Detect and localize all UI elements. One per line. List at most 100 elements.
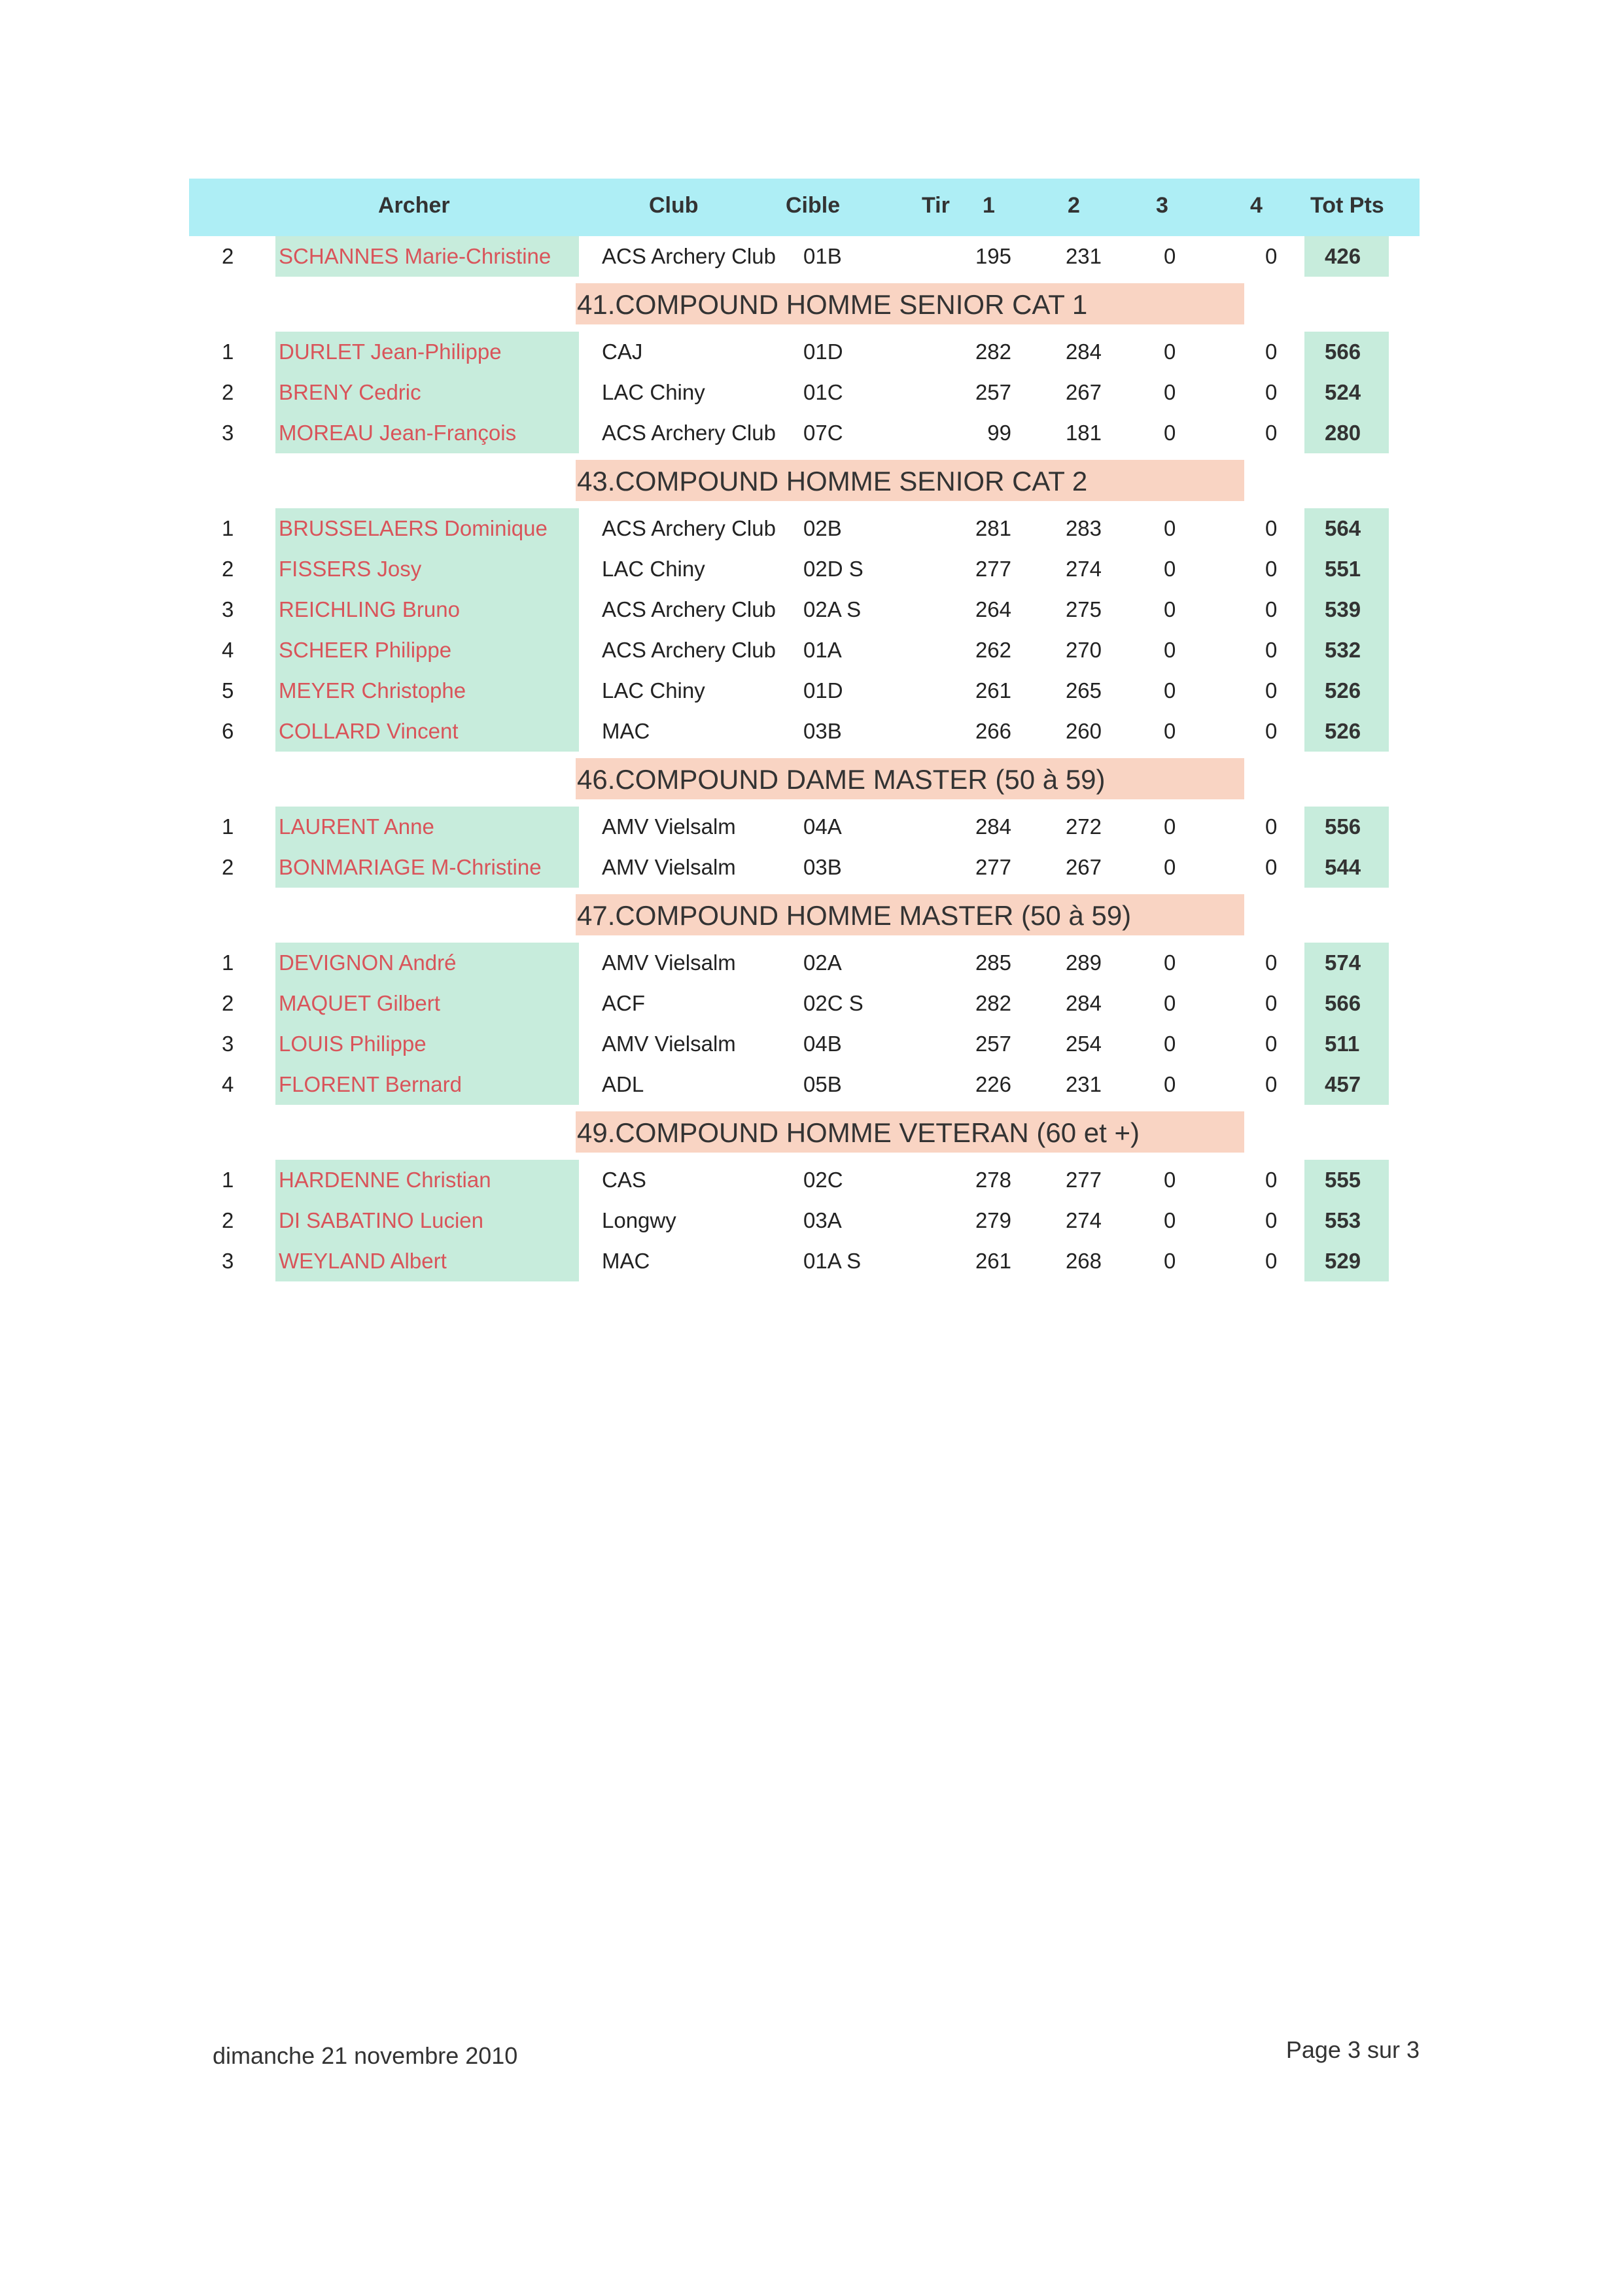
- table-row: 5 MEYER Christophe LAC Chiny 01D 261 265 0 0 526: [189, 670, 1420, 711]
- score-4: 0: [1265, 380, 1278, 404]
- score-3: 0: [1164, 1168, 1176, 1192]
- name-highlight: [275, 630, 579, 670]
- total-points: 526: [1325, 678, 1361, 703]
- score-3: 0: [1164, 1208, 1176, 1232]
- table-row: 1 HARDENNE Christian CAS 02C 278 277 0 0 555: [189, 1160, 1420, 1200]
- name-highlight: [275, 711, 579, 752]
- name-highlight: [275, 508, 579, 549]
- score-3: 0: [1164, 950, 1176, 975]
- total-highlight: [1304, 508, 1389, 549]
- score-3: 0: [1164, 516, 1176, 540]
- score-1: 285: [975, 950, 1011, 975]
- score-2: 268: [1065, 1249, 1102, 1273]
- name-highlight: [275, 983, 579, 1024]
- total-points: 551: [1325, 557, 1361, 581]
- archer-name: COLLARD Vincent: [279, 719, 459, 743]
- category-title: 46.COMPOUND DAME MASTER (50 à 59): [577, 764, 1106, 795]
- archer-name: SCHEER Philippe: [279, 638, 452, 662]
- archer-name: LOUIS Philippe: [279, 1032, 427, 1056]
- score-4: 0: [1265, 244, 1278, 268]
- cible: 04B: [803, 1032, 842, 1056]
- total-points: 539: [1325, 597, 1361, 621]
- category-band: [576, 758, 1244, 799]
- score-2: 275: [1065, 597, 1102, 621]
- total-points: 426: [1325, 244, 1361, 268]
- club: LAC Chiny: [602, 678, 705, 703]
- club: ACS Archery Club: [602, 597, 776, 621]
- archer-name: BONMARIAGE M-Christine: [279, 855, 542, 879]
- score-1: 282: [975, 339, 1011, 364]
- score-2: 284: [1065, 339, 1102, 364]
- total-highlight: [1304, 1160, 1389, 1200]
- archer-name: BRENY Cedric: [279, 380, 421, 404]
- rank: 4: [222, 638, 234, 662]
- score-4: 0: [1265, 950, 1278, 975]
- name-highlight: [275, 1024, 579, 1064]
- score-4: 0: [1265, 719, 1278, 743]
- cible: 04A: [803, 814, 842, 839]
- category-header: 41.COMPOUND HOMME SENIOR CAT 1: [189, 277, 1420, 332]
- total-highlight: [1304, 332, 1389, 372]
- score-1: 99: [987, 421, 1011, 445]
- score-1: 278: [975, 1168, 1011, 1192]
- score-4: 0: [1265, 597, 1278, 621]
- category-band: [576, 894, 1244, 935]
- archer-name: MAQUET Gilbert: [279, 991, 440, 1015]
- score-2: 231: [1065, 1072, 1102, 1096]
- rank: 1: [222, 1168, 234, 1192]
- total-highlight: [1304, 1024, 1389, 1064]
- total-points: 524: [1325, 380, 1361, 404]
- total-highlight: [1304, 549, 1389, 589]
- archer-name: BRUSSELAERS Dominique: [279, 516, 548, 540]
- header-tir: Tir: [922, 193, 950, 218]
- header-tot-pts: Tot Pts: [1310, 193, 1384, 218]
- score-1: 266: [975, 719, 1011, 743]
- cible: 01A S: [803, 1249, 862, 1273]
- total-points: 544: [1325, 855, 1361, 879]
- category-header: 46.COMPOUND DAME MASTER (50 à 59): [189, 752, 1420, 807]
- club: AMV Vielsalm: [602, 1032, 736, 1056]
- club: ACS Archery Club: [602, 244, 776, 268]
- cible: 07C: [803, 421, 843, 445]
- table-row: 3 REICHLING Bruno ACS Archery Club 02A S 264…: [189, 589, 1420, 630]
- name-highlight: [275, 413, 579, 453]
- score-3: 0: [1164, 678, 1176, 703]
- archer-name: DEVIGNON André: [279, 950, 457, 975]
- score-3: 0: [1164, 244, 1176, 268]
- cible: 02C S: [803, 991, 864, 1015]
- header-cible: Cible: [786, 193, 841, 218]
- score-3: 0: [1164, 855, 1176, 879]
- category-header: 43.COMPOUND HOMME SENIOR CAT 2: [189, 453, 1420, 508]
- table-header: Archer Club Cible Tir 1 2 3 4 Tot Pts: [189, 179, 1420, 236]
- cible: 03A: [803, 1208, 842, 1232]
- archer-name: FLORENT Bernard: [279, 1072, 462, 1096]
- rank: 2: [222, 855, 234, 879]
- name-highlight: [275, 549, 579, 589]
- total-highlight: [1304, 1241, 1389, 1281]
- score-2: 289: [1065, 950, 1102, 975]
- results-table: Archer Club Cible Tir 1 2 3 4 Tot Pts 2 S…: [189, 179, 1420, 1281]
- score-2: 267: [1065, 380, 1102, 404]
- total-points: 556: [1325, 814, 1361, 839]
- header-1: 1: [983, 193, 995, 218]
- score-1: 261: [975, 678, 1011, 703]
- score-1: 261: [975, 1249, 1011, 1273]
- score-4: 0: [1265, 1072, 1278, 1096]
- total-points: 280: [1325, 421, 1361, 445]
- score-4: 0: [1265, 1249, 1278, 1273]
- archer-name: LAURENT Anne: [279, 814, 434, 839]
- total-points: 566: [1325, 339, 1361, 364]
- name-highlight: [275, 670, 579, 711]
- score-1: 264: [975, 597, 1011, 621]
- archer-name: HARDENNE Christian: [279, 1168, 491, 1192]
- score-1: 284: [975, 814, 1011, 839]
- score-4: 0: [1265, 339, 1278, 364]
- name-highlight: [275, 1160, 579, 1200]
- rank: 2: [222, 557, 234, 581]
- header-2: 2: [1068, 193, 1080, 218]
- total-points: 457: [1325, 1072, 1361, 1096]
- score-4: 0: [1265, 678, 1278, 703]
- score-4: 0: [1265, 1168, 1278, 1192]
- score-2: 277: [1065, 1168, 1102, 1192]
- cible: 02B: [803, 516, 842, 540]
